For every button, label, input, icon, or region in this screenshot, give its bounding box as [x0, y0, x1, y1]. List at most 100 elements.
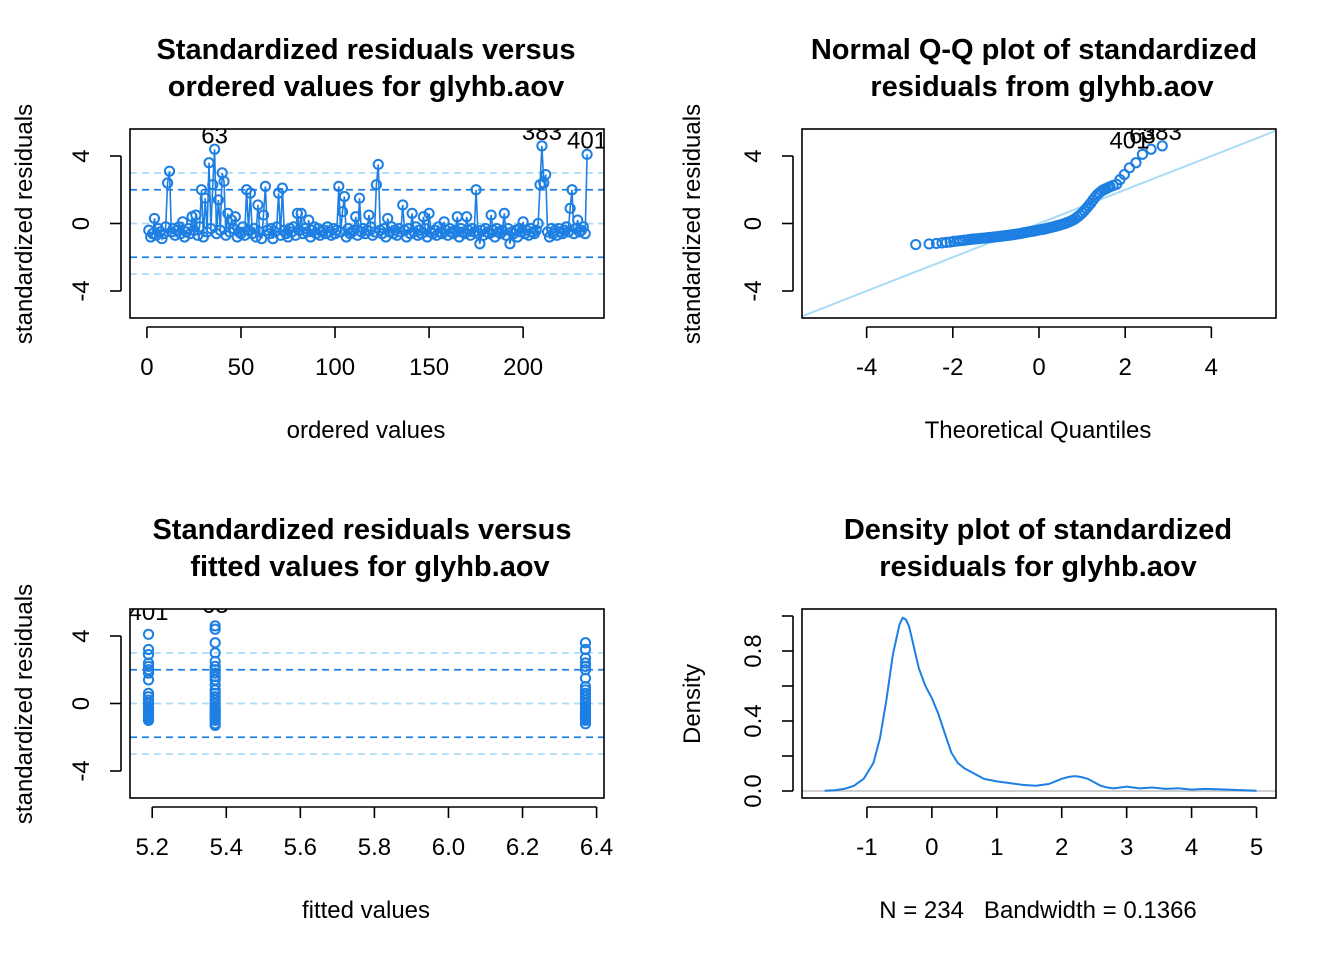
panel-density: Density plot of standardized residuals f…	[679, 514, 1277, 924]
panel3-title-line2: fitted values for glyhb.aov	[190, 551, 549, 583]
y-tick-label: -4	[740, 280, 767, 301]
data-point	[244, 187, 256, 199]
data-point	[295, 207, 307, 219]
data-point	[581, 148, 593, 160]
data-point	[291, 207, 304, 219]
y-tick-label: 4	[68, 149, 95, 162]
data-point	[229, 211, 241, 223]
data-point	[470, 184, 482, 196]
data-point	[190, 209, 202, 221]
y-tick-label: 4	[68, 629, 95, 642]
plot-marks	[802, 616, 1276, 792]
data-point	[256, 233, 268, 245]
data-point	[1118, 168, 1130, 181]
x-tick-label: 5.8	[358, 834, 391, 861]
data-point	[485, 209, 497, 221]
plot-marks	[802, 129, 1276, 318]
data-point	[158, 228, 170, 240]
data-point	[423, 207, 435, 219]
data-point	[142, 648, 155, 661]
y-tick-label: 0	[740, 217, 767, 230]
data-point	[212, 194, 225, 206]
data-point	[177, 216, 189, 228]
plot-frame	[129, 608, 605, 799]
data-point	[148, 212, 161, 225]
data-point	[252, 199, 264, 211]
data-point	[1145, 143, 1157, 155]
panel3-y-axis-label: standardized residuals	[11, 584, 38, 824]
y-tick-label: 0.8	[740, 634, 767, 667]
panel4-x-axis-label: N = 234 Bandwidth = 0.1366	[879, 897, 1197, 924]
x-tick-label: 5	[1250, 834, 1263, 861]
data-point	[257, 209, 270, 221]
x-tick-label: 1	[990, 834, 1003, 861]
panel2-y-axis-label: standardized residuals	[679, 104, 706, 344]
data-point	[461, 211, 473, 223]
panel4-title-line2: residuals for glyhb.aov	[879, 551, 1196, 583]
data-point	[579, 664, 592, 676]
data-point	[572, 214, 584, 226]
data-point	[142, 643, 155, 656]
data-point	[156, 233, 168, 245]
point-label: 401	[1109, 127, 1149, 154]
data-point	[402, 222, 414, 235]
x-tick-label: 150	[409, 354, 449, 381]
x-tick-label: 2	[1119, 354, 1132, 381]
data-point	[540, 168, 552, 181]
y-tick-label: 4	[740, 149, 767, 162]
data-point	[363, 209, 375, 221]
panel-qq: Normal Q-Q plot of standardized residual…	[679, 34, 1277, 444]
data-point	[532, 217, 544, 230]
point-label: 401	[128, 599, 168, 626]
x-tick-label: -4	[856, 354, 877, 381]
panel1-x-axis-label: ordered values	[287, 417, 446, 444]
data-point	[566, 184, 578, 196]
data-point	[142, 664, 155, 676]
data-point	[498, 207, 510, 219]
x-tick-label: 100	[315, 354, 355, 381]
x-tick-label: 5.4	[210, 834, 243, 861]
data-point	[579, 637, 592, 649]
y-tick-label: 0	[68, 697, 95, 710]
point-label: 63	[201, 122, 228, 149]
data-point	[579, 657, 592, 669]
data-point	[209, 637, 221, 649]
data-point	[564, 202, 576, 214]
data-point	[142, 691, 155, 703]
x-tick-label: 0	[1032, 354, 1045, 381]
data-point	[372, 158, 384, 171]
panel3-title-line1: Standardized residuals versus	[152, 514, 571, 546]
panel1-y-axis-label: standardized residuals	[11, 104, 38, 344]
x-tick-label: 4	[1185, 834, 1198, 861]
data-point	[303, 214, 315, 226]
data-point	[370, 179, 383, 191]
x-tick-label: 4	[1205, 354, 1218, 381]
data-point	[579, 684, 592, 696]
data-point	[163, 165, 176, 177]
x-tick-label: 0	[925, 834, 938, 861]
data-point	[182, 222, 194, 235]
data-point	[259, 180, 272, 192]
data-point	[142, 628, 155, 640]
data-point	[142, 660, 155, 672]
data-point	[203, 157, 215, 169]
data-point	[579, 687, 592, 699]
data-point	[481, 226, 493, 238]
x-tick-label: 5.6	[284, 834, 317, 861]
data-point	[406, 207, 418, 219]
data-point	[504, 238, 516, 250]
point-label: 383	[195, 587, 235, 614]
data-point	[338, 190, 351, 203]
data-point	[193, 221, 206, 233]
x-tick-label: 50	[228, 354, 255, 381]
data-point	[207, 179, 219, 191]
plot-marks	[130, 620, 604, 756]
data-point	[209, 667, 221, 679]
x-tick-label: 5.2	[136, 834, 169, 861]
x-tick-label: 6.2	[506, 834, 539, 861]
